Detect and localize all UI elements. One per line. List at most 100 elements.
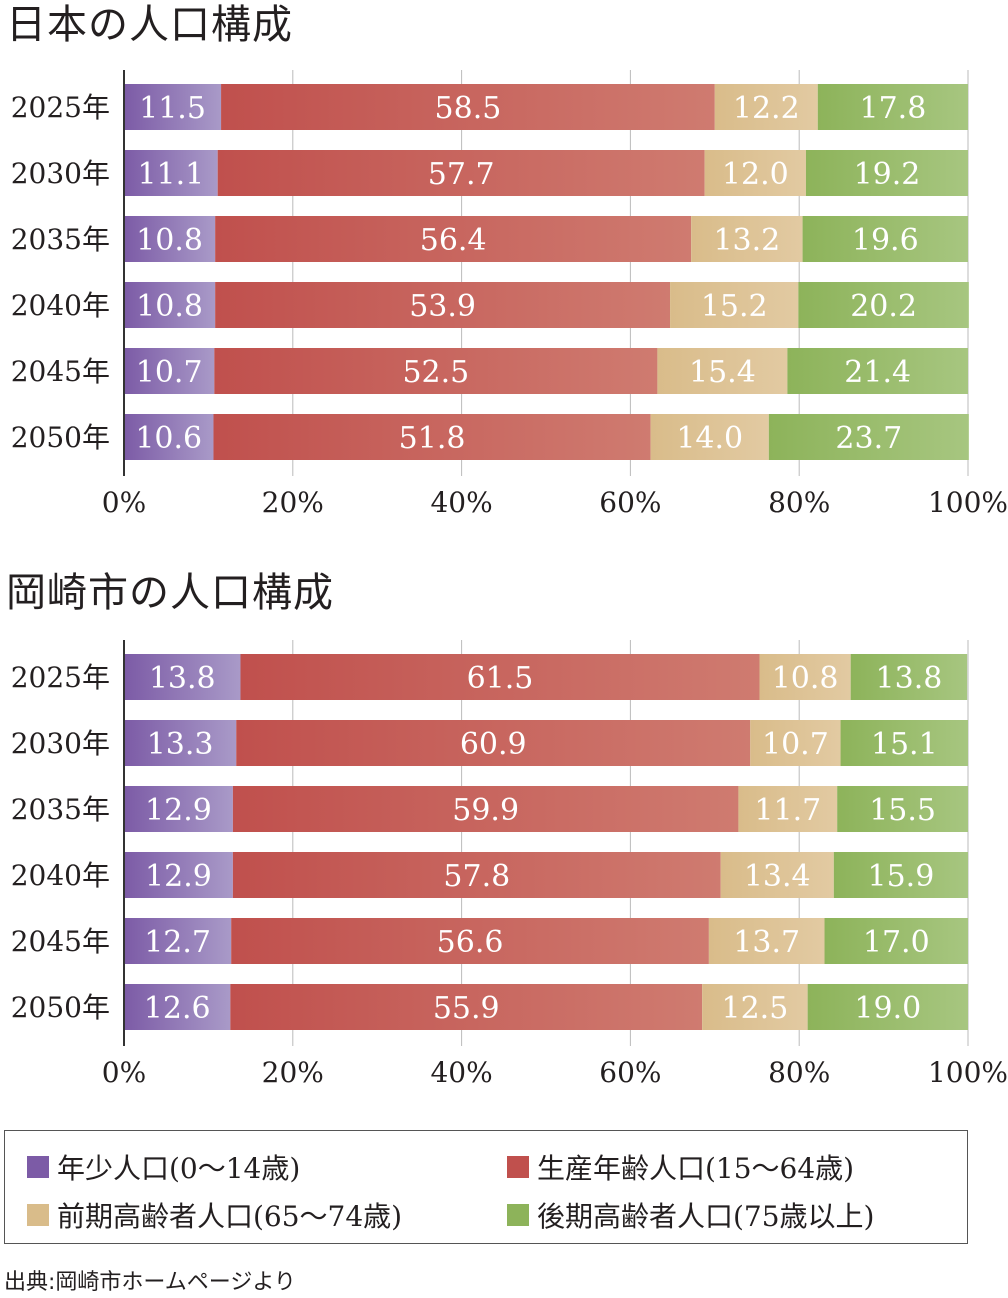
category-label: 2035年 (11, 793, 110, 826)
data-label: 17.0 (863, 925, 930, 960)
data-label: 53.9 (409, 289, 476, 324)
data-label: 12.6 (144, 991, 211, 1026)
data-label: 15.2 (701, 289, 768, 324)
bar-segment-late (850, 654, 968, 700)
bar-segment-youth (124, 984, 231, 1030)
bar-segment-early (759, 654, 851, 700)
data-label: 56.4 (420, 223, 487, 258)
x-tick-label: 0% (102, 1056, 146, 1089)
data-label: 19.0 (854, 991, 921, 1026)
legend-item-youth: 年少人口(0〜14歳) (27, 1147, 300, 1187)
data-label: 21.4 (844, 355, 911, 390)
bar-segment-early (657, 348, 788, 394)
x-tick-label: 60% (599, 486, 661, 519)
data-label: 12.9 (145, 793, 212, 828)
data-label: 10.8 (136, 223, 203, 258)
legend-item-late-elderly: 後期高齢者人口(75歳以上) (507, 1195, 874, 1235)
bar-segment-early (708, 918, 825, 964)
data-label: 15.1 (871, 727, 938, 762)
bar-segment-late (840, 720, 968, 766)
bar-segment-youth (124, 282, 216, 328)
legend-label-early-elderly: 前期高齢者人口(65〜74歳) (57, 1200, 403, 1233)
data-label: 15.4 (689, 355, 756, 390)
x-tick-label: 80% (768, 486, 830, 519)
data-label: 10.6 (135, 421, 202, 456)
chart-japan: 0% 20% 40% 60% 80% 100% 2025年 11.5 58.5 12.2 17.8 2… (11, 70, 1008, 519)
data-label: 12.0 (722, 157, 789, 192)
chart-title-japan: 日本の人口構成 (6, 2, 293, 48)
data-label: 10.7 (762, 727, 829, 762)
bar-segment-working (221, 84, 715, 130)
legend-item-working: 生産年齢人口(15〜64歳) (507, 1147, 854, 1187)
bar-segment-working (215, 216, 692, 262)
data-label: 59.9 (452, 793, 519, 828)
data-label: 10.8 (772, 661, 839, 696)
bar-segment-youth (124, 348, 215, 394)
bar-segment-working (240, 654, 760, 700)
bar-segment-working (232, 852, 721, 898)
category-label: 2025年 (11, 91, 110, 124)
data-label: 11.7 (754, 793, 821, 828)
data-label: 51.8 (399, 421, 466, 456)
bar-segment-working (214, 348, 658, 394)
data-label: 23.7 (835, 421, 902, 456)
data-label: 14.0 (676, 421, 743, 456)
data-label: 55.9 (433, 991, 500, 1026)
bar-segment-late (824, 918, 968, 964)
data-label: 12.2 (733, 91, 800, 126)
category-label: 2045年 (11, 355, 110, 388)
bar-segment-early (720, 852, 834, 898)
data-label: 11.1 (137, 157, 204, 192)
bar-segment-early (714, 84, 818, 130)
data-label: 58.5 (435, 91, 502, 126)
bar-segment-late (768, 414, 969, 460)
bar-segment-youth (124, 654, 241, 700)
bar-segment-late (787, 348, 968, 394)
x-tick-label: 60% (599, 1056, 661, 1089)
bar-segment-early (750, 720, 841, 766)
bar-segment-youth (124, 786, 233, 832)
bar-segment-early (691, 216, 803, 262)
x-tick-label: 100% (928, 486, 1008, 519)
source-note: 出典:岡崎市ホームページより (4, 1270, 296, 1295)
bar-segment-youth (124, 414, 214, 460)
category-label: 2030年 (11, 727, 110, 760)
bar-segment-working (215, 282, 671, 328)
bar-segment-early (702, 984, 808, 1030)
bar-segment-working (230, 984, 703, 1030)
data-label: 13.7 (733, 925, 800, 960)
bar-segment-youth (124, 150, 218, 196)
bar-segment-early (704, 150, 806, 196)
data-label: 13.3 (147, 727, 214, 762)
legend-swatch-early-elderly (27, 1204, 49, 1226)
legend-label-youth: 年少人口(0〜14歳) (57, 1152, 301, 1185)
data-label: 61.5 (467, 661, 534, 696)
data-label: 57.7 (428, 157, 495, 192)
data-label: 19.6 (852, 223, 919, 258)
data-label: 20.2 (850, 289, 917, 324)
x-tick-label: 0% (102, 486, 146, 519)
data-label: 56.6 (437, 925, 504, 960)
bar-segment-late (837, 786, 968, 832)
data-label: 12.9 (145, 859, 212, 894)
legend-item-early-elderly: 前期高齢者人口(65〜74歳) (27, 1195, 402, 1235)
data-label: 19.2 (854, 157, 921, 192)
bar-segment-late (805, 150, 968, 196)
bar-segment-late (817, 84, 968, 130)
bar-segment-late (807, 984, 968, 1030)
bar-segment-late (798, 282, 969, 328)
category-label: 2050年 (11, 991, 110, 1024)
chart-title-okazaki: 岡崎市の人口構成 (6, 570, 334, 616)
x-tick-label: 20% (262, 1056, 324, 1089)
data-label: 12.5 (721, 991, 788, 1026)
x-tick-label: 20% (262, 486, 324, 519)
category-label: 2040年 (11, 289, 110, 322)
bar-segment-early (670, 282, 799, 328)
data-label: 13.4 (744, 859, 811, 894)
legend-swatch-youth (27, 1156, 49, 1178)
x-tick-label: 80% (768, 1056, 830, 1089)
data-label: 10.7 (136, 355, 203, 390)
bar-segment-youth (124, 852, 233, 898)
bar-segment-working (217, 150, 705, 196)
data-label: 57.8 (443, 859, 510, 894)
